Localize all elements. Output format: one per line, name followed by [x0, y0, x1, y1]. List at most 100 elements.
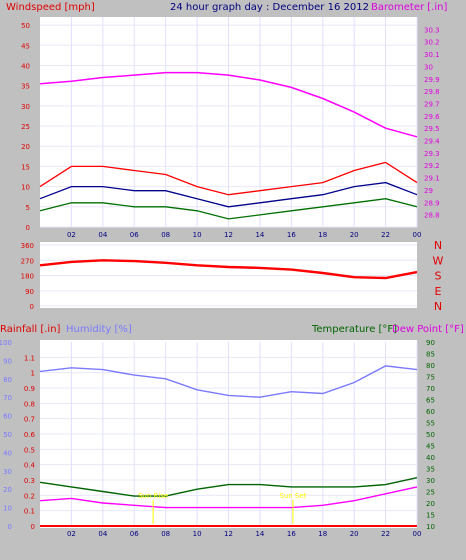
direction-tick: 270: [21, 257, 34, 265]
compass-label-s: S: [435, 270, 442, 283]
rainfall-tick: 1: [31, 370, 35, 378]
climate-x-ticks: 02 04 06 08 10 12 14 16 18 20 22 00: [67, 530, 422, 538]
temperature-tick: 65: [426, 397, 435, 405]
temperature-tick: 85: [426, 351, 435, 359]
temperature-tick: 70: [426, 385, 435, 393]
temperature-tick: 55: [426, 420, 435, 428]
rainfall-axis-label: Rainfall [.in]: [0, 324, 61, 335]
temperature-tick: 90: [426, 339, 435, 347]
barometer-tick: 30.2: [424, 39, 440, 47]
rainfall-tick: 0.1: [24, 508, 35, 516]
barometer-tick: 29.7: [424, 100, 440, 108]
climate-x-tick-08: 08: [161, 530, 170, 538]
direction-left-ticks: 0 90 180 270 360: [21, 242, 34, 311]
temperature-tick: 45: [426, 443, 435, 451]
rainfall-ticks: 0 0.1 0.2 0.3 0.4 0.5 0.6 0.7 0.8 0.9 1 1.1: [24, 354, 36, 531]
windspeed-tick: 40: [21, 62, 30, 70]
climate-grid: [40, 342, 418, 527]
sun-set-label: Sun Set: [279, 492, 306, 500]
wind-x-tick-06: 06: [130, 231, 139, 239]
barometer-tick: 30: [424, 63, 433, 71]
rainfall-tick: 0.7: [24, 416, 35, 424]
barometer-tick: 28.9: [424, 199, 440, 207]
rainfall-tick: 1.1: [24, 354, 35, 362]
direction-tick: 180: [21, 273, 34, 281]
direction-tick: 0: [30, 303, 34, 311]
direction-series-group: [39, 259, 418, 280]
barometer-tick: 28.8: [424, 212, 440, 220]
windspeed-tick: 35: [21, 83, 30, 91]
temperature-tick: 30: [426, 477, 435, 485]
humidity-tick: 20: [3, 486, 12, 494]
barometer-tick: 29.6: [424, 113, 440, 121]
windspeed-tick: 20: [21, 143, 30, 151]
climate-x-tick-22: 22: [381, 530, 390, 538]
climate-x-tick-02: 02: [67, 530, 76, 538]
humidity-tick: 100: [0, 339, 12, 347]
temperature-tick: 60: [426, 408, 435, 416]
sun-annotations: Sun Rise Sun Set: [138, 492, 307, 524]
wind-x-tick-08: 08: [161, 231, 170, 239]
average-line: [39, 181, 418, 208]
climate-x-tick-10: 10: [193, 530, 202, 538]
wind-x-tick-16: 16: [287, 231, 296, 239]
barometer-tick: 29.1: [424, 175, 440, 183]
wind-x-tick-12: 12: [224, 231, 233, 239]
windspeed-tick: 15: [21, 163, 30, 171]
rainfall-tick: 0.6: [24, 431, 36, 439]
climate-x-tick-04: 04: [98, 530, 107, 538]
humidity-tick: 60: [3, 413, 12, 421]
temperature-tick: 35: [426, 466, 435, 474]
compass-label-n: N: [434, 239, 442, 252]
rainfall-tick: 0.3: [24, 477, 35, 485]
humidity-ticks: 0 10 20 30 40 50 60 70 80 90 100: [0, 339, 12, 531]
direction-tick: 90: [25, 288, 34, 296]
chart-title: 24 hour graph day : December 16 2012: [170, 2, 369, 13]
rainfall-tick: 0: [31, 523, 35, 531]
wind-left-ticks: 0 5 10 15 20 25 30 35 40 45 50: [21, 22, 30, 232]
temperature-tick: 15: [426, 512, 435, 520]
direction-line: [39, 259, 418, 280]
humidity-tick: 90: [3, 357, 12, 365]
temperature-ticks: 10 15 20 25 30 35 40 45 50 55 60 65 70 75 80 85 90: [426, 339, 435, 531]
wind-x-tick-22: 22: [381, 231, 390, 239]
barometer-line: [39, 71, 418, 138]
humidity-tick: 50: [3, 431, 12, 439]
direction-grid: [40, 244, 417, 307]
barometer-axis-label: Barometer [.in]: [371, 2, 447, 13]
wind-x-tick-14: 14: [255, 231, 264, 239]
climate-series-group: [39, 365, 418, 527]
wind-x-tick-04: 04: [98, 231, 107, 239]
temperature-axis-label: Temperature [°F]: [311, 324, 397, 335]
wind-x-tick-10: 10: [193, 231, 202, 239]
windspeed-tick: 25: [21, 123, 30, 131]
humidity-tick: 80: [3, 376, 12, 384]
rainfall-tick: 0.2: [24, 492, 35, 500]
wind-x-tick-20: 20: [350, 231, 359, 239]
humidity-tick: 30: [3, 468, 12, 476]
barometer-tick: 29.5: [424, 125, 440, 133]
compass-label-w: W: [433, 254, 444, 267]
humidity-tick: 0: [8, 523, 12, 531]
compass-label-n: N: [434, 300, 442, 313]
sun-rise-label: Sun Rise: [138, 492, 168, 500]
wind-x-tick-18: 18: [318, 231, 327, 239]
gust-line: [39, 161, 418, 196]
barometer-tick: 29.4: [424, 138, 440, 146]
wind-x-tick-00: 00: [413, 231, 422, 239]
rainfall-tick: 0.4: [24, 462, 36, 470]
dewpoint-line: [39, 486, 418, 509]
climate-x-tick-06: 06: [130, 530, 139, 538]
windspeed-tick: 0: [26, 224, 30, 232]
climate-x-tick-14: 14: [255, 530, 264, 538]
compass-label-e: E: [435, 285, 442, 298]
barometer-tick: 29: [424, 187, 433, 195]
rainfall-tick: 0.9: [24, 385, 35, 393]
humidity-tick: 70: [3, 394, 12, 402]
temperature-tick: 40: [426, 454, 435, 462]
humidity-tick: 40: [3, 449, 12, 457]
windspeed-tick: 30: [21, 103, 30, 111]
